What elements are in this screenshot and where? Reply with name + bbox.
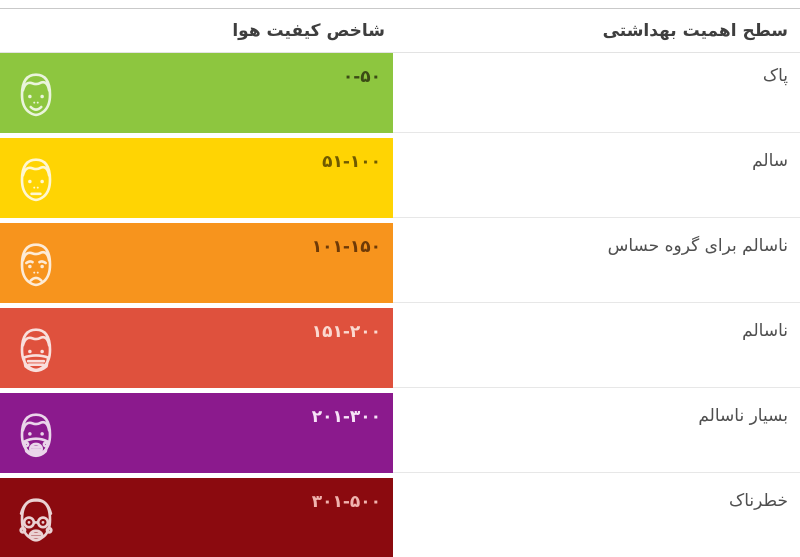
aqi-row: ناسالم برای گروه حساس ۱۰۱-۱۵۰: [0, 223, 800, 308]
health-level-label: پاک: [393, 53, 800, 133]
health-level-label: ناسالم: [393, 308, 800, 388]
aqi-range-bar: ۲۰۱-۳۰۰: [0, 393, 393, 473]
smiling-face-icon: [8, 65, 64, 121]
aqi-range-bar: ۳۰۱-۵۰۰: [0, 478, 393, 557]
aqi-range-bar: ۰-۵۰: [0, 53, 393, 133]
aqi-row: پاک ۰-۵۰: [0, 53, 800, 138]
table-header-row: سطح اهمیت بهداشتی شاخص کیفیت هوا: [0, 9, 800, 53]
health-level-label: خطرناک: [393, 478, 800, 557]
aqi-range-bar: ۱۵۱-۲۰۰: [0, 308, 393, 388]
aqi-row: سالم ۵۱-۱۰۰: [0, 138, 800, 223]
table-body: پاک ۰-۵۰ سالم ۵۱-۱۰۰ ناسالم برای گروه حساس ۱۰…: [0, 53, 800, 557]
aqi-row: بسیار ناسالم ۲۰۱-۳۰۰: [0, 393, 800, 478]
aqi-range-value: ۱۵۱-۲۰۰: [311, 322, 381, 342]
header-aqi-index: شاخص کیفیت هوا: [232, 20, 385, 41]
health-level-label: بسیار ناسالم: [393, 393, 800, 473]
aqi-row: خطرناک ۳۰۱-۵۰۰: [0, 478, 800, 557]
aqi-row: ناسالم ۱۵۱-۲۰۰: [0, 308, 800, 393]
aqi-range-bar: ۵۱-۱۰۰: [0, 138, 393, 218]
aqi-range-value: ۳۰۱-۵۰۰: [311, 492, 381, 512]
masked-face-icon: [8, 320, 64, 376]
neutral-face-icon: [8, 150, 64, 206]
aqi-legend-table: سطح اهمیت بهداشتی شاخص کیفیت هوا پاک ۰-۵۰…: [0, 8, 800, 557]
aqi-range-value: ۱۰۱-۱۵۰: [311, 237, 381, 257]
aqi-range-value: ۲۰۱-۳۰۰: [311, 407, 381, 427]
respirator-face-icon: [8, 405, 64, 461]
health-level-label: سالم: [393, 138, 800, 218]
header-health-level: سطح اهمیت بهداشتی: [602, 20, 788, 41]
sad-face-icon: [8, 235, 64, 291]
aqi-range-value: ۰-۵۰: [342, 67, 381, 87]
aqi-range-value: ۵۱-۱۰۰: [322, 152, 381, 172]
gas-mask-face-icon: [8, 490, 64, 546]
health-level-label: ناسالم برای گروه حساس: [393, 223, 800, 303]
aqi-range-bar: ۱۰۱-۱۵۰: [0, 223, 393, 303]
